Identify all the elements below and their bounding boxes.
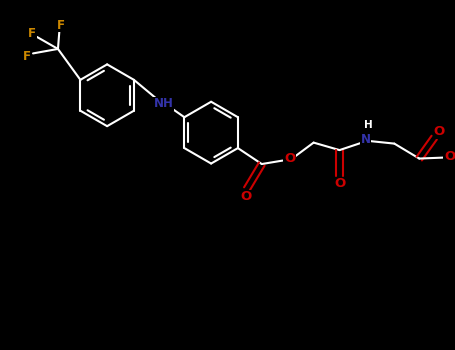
Text: O: O <box>241 190 252 203</box>
Text: F: F <box>28 28 36 41</box>
Text: N: N <box>360 133 370 146</box>
Text: NH: NH <box>154 97 174 110</box>
Text: O: O <box>334 177 345 190</box>
Text: O: O <box>284 152 295 165</box>
Text: F: F <box>56 19 65 32</box>
Text: O: O <box>434 125 445 138</box>
Text: F: F <box>23 50 31 63</box>
Text: H: H <box>364 120 372 130</box>
Text: O: O <box>444 150 455 163</box>
